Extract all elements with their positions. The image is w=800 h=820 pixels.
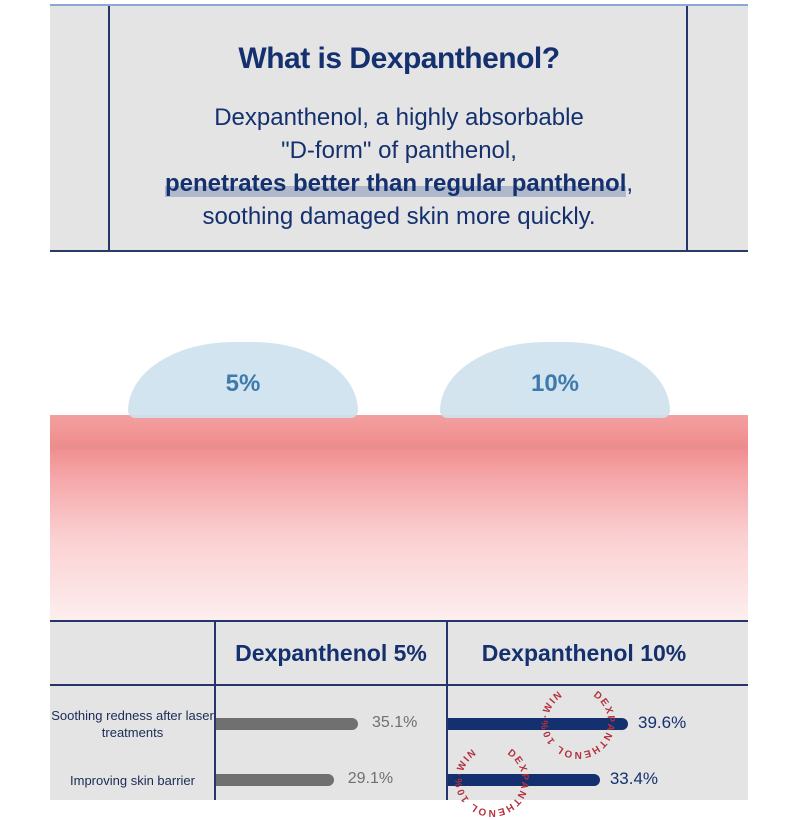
desc-line: "D-form" of panthenol,	[281, 137, 517, 164]
skin-layer	[50, 415, 748, 620]
divider	[214, 622, 216, 800]
value-10-row1: 39.6%	[638, 713, 687, 732]
row-label: Improving skin barrier	[70, 773, 195, 788]
desc-line: soothing damaged skin more quickly.	[202, 203, 596, 230]
highlight-text: penetrates better than regular panthenol	[164, 170, 627, 197]
column-header-10: Dexpanthenol 10%	[481, 640, 687, 666]
bar-5-row1	[216, 718, 358, 730]
comma: ,	[626, 170, 634, 197]
row-label: Soothing redness after laser treatments	[51, 708, 214, 740]
svg-text:DEXPANTHENOL 10%·WIN: DEXPANTHENOL 10%·WIN	[526, 670, 630, 774]
intro-panel: What is Dexpanthenol? Dexpanthenol, a hi…	[50, 4, 748, 252]
divider	[50, 684, 748, 686]
value-10-row2: 33.4%	[609, 769, 659, 788]
svg-text:DEXPANTHENOL 10%·WIN: DEXPANTHENOL 10%·WIN	[440, 728, 544, 820]
comparison-table: Dexpanthenol 5% Dexpanthenol 10% Soothin…	[50, 620, 748, 820]
intro-description: Dexpanthenol, a highly absorbable "D-for…	[110, 101, 688, 233]
divider	[108, 6, 110, 250]
drop-10: 10%	[440, 342, 670, 418]
divider	[686, 6, 688, 250]
bar-10-row2	[448, 774, 600, 786]
divider	[446, 622, 448, 800]
value-5-row1: 35.1%	[372, 714, 418, 731]
bar-10-row1	[448, 718, 628, 730]
win-stamp: DEXPANTHENOL 10%·WIN	[526, 670, 630, 774]
drop-5: 5%	[128, 342, 358, 418]
desc-line: Dexpanthenol, a highly absorbable	[214, 104, 584, 131]
intro-title: What is Dexpanthenol?	[238, 42, 560, 75]
skin-line	[50, 445, 748, 449]
bar-5-row2	[216, 774, 334, 786]
value-5-row2: 29.1%	[347, 770, 394, 787]
desc-line: penetrates better than regular panthenol…	[110, 167, 688, 200]
column-header-5: Dexpanthenol 5%	[235, 640, 427, 666]
win-stamp: DEXPANTHENOL 10%·WIN	[440, 728, 544, 820]
